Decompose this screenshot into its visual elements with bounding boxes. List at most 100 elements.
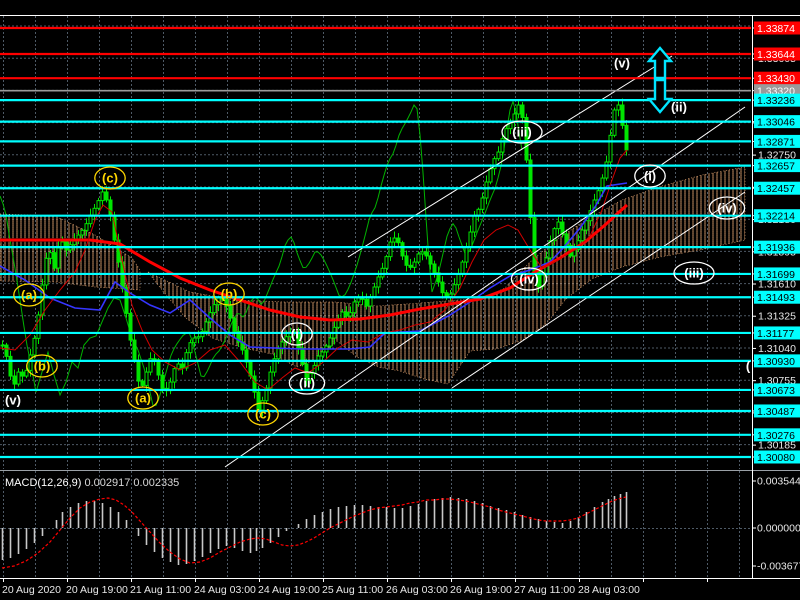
- price-level-badge[interactable]: [754, 326, 800, 340]
- time-label: 24 Aug 03:00: [194, 584, 256, 596]
- price-level-label[interactable]: 1.30673: [757, 385, 795, 397]
- candle-body: [224, 298, 229, 307]
- wave-label[interactable]: (b): [221, 287, 238, 302]
- chikou-span-line: [0, 99, 523, 407]
- candle-body: [556, 221, 561, 230]
- wave-label[interactable]: (ii): [671, 100, 687, 115]
- candle-body: [4, 344, 9, 357]
- price-level-label[interactable]: 1.33430: [757, 73, 795, 85]
- candle-body: [432, 263, 437, 274]
- price-level-badge[interactable]: [754, 47, 800, 61]
- candle-body: [532, 217, 537, 272]
- candle-body: [192, 337, 197, 344]
- candle-body: [104, 191, 109, 201]
- candle-body: [196, 336, 201, 339]
- candle-body: [320, 351, 325, 357]
- candle-body: [460, 261, 465, 275]
- trendline[interactable]: [347, 55, 673, 258]
- price-grid-label: 1.31325: [758, 311, 796, 323]
- signal-arrows: [646, 46, 674, 114]
- candle-body: [212, 304, 217, 314]
- price-level-label[interactable]: 1.30930: [757, 356, 795, 368]
- price-level-label[interactable]: 1.33644: [757, 49, 795, 61]
- chikou-polyline: [0, 99, 523, 407]
- candle-body: [492, 158, 497, 170]
- price-level-badge[interactable]: [754, 428, 800, 442]
- price-level-label[interactable]: 1.31177: [757, 328, 794, 340]
- price-level-badge[interactable]: [754, 115, 800, 129]
- price-level-badge[interactable]: [754, 267, 800, 281]
- time-label: 20 Aug 19:00: [66, 584, 128, 596]
- wave-label[interactable]: (c): [255, 407, 271, 422]
- price-level-label[interactable]: 1.31936: [757, 242, 795, 254]
- price-level-badge[interactable]: [754, 450, 800, 464]
- time-label: 26 Aug 03:00: [386, 584, 448, 596]
- wave-label[interactable]: (ii): [299, 376, 315, 391]
- wave-label[interactable]: (iii): [512, 125, 532, 140]
- wave-label[interactable]: (b): [34, 359, 51, 374]
- wave-label-ellipse: [127, 386, 159, 410]
- wave-label[interactable]: (i): [644, 169, 656, 184]
- price-level-label[interactable]: 1.30080: [757, 452, 795, 464]
- wave-label[interactable]: (a): [135, 391, 151, 406]
- price-level-label[interactable]: 1.32457: [757, 183, 795, 195]
- wave-label-ellipse: [13, 283, 45, 307]
- price-level-badge[interactable]: [754, 159, 800, 173]
- price-level-badge[interactable]: [754, 404, 800, 418]
- price-level-badge[interactable]: [754, 240, 800, 254]
- wave-label[interactable]: (v): [614, 56, 630, 71]
- price-level-label[interactable]: 1.32871: [757, 136, 795, 148]
- price-level-badge[interactable]: [754, 383, 800, 397]
- wave-label[interactable]: (a): [21, 288, 37, 303]
- candle-body: [472, 215, 477, 233]
- time-label: 24 Aug 19:00: [258, 584, 320, 596]
- candle-body: [440, 281, 445, 294]
- trendline[interactable]: [451, 191, 746, 389]
- candle-body: [272, 358, 277, 373]
- price-level-badge[interactable]: [754, 93, 800, 107]
- wave-label[interactable]: (: [746, 359, 751, 374]
- candle-body: [236, 330, 241, 343]
- wave-label[interactable]: (iv): [717, 201, 737, 216]
- candle-body: [456, 273, 461, 286]
- price-level-label[interactable]: 1.31699: [757, 269, 795, 281]
- price-axis[interactable]: 1.336051.330351.327501.324651.321801.318…: [752, 21, 800, 573]
- price-level-label[interactable]: 1.32657: [757, 161, 795, 173]
- price-level-badge[interactable]: [754, 181, 800, 195]
- price-level-label[interactable]: 1.33874: [757, 23, 795, 35]
- wave-label[interactable]: (iv): [519, 272, 539, 287]
- wave-label[interactable]: (iii): [684, 266, 704, 281]
- main-pane: (v) (a) (b) (c) (a) (b) (c) (i) (ii) (iii) (iv) (v)…: [0, 26, 751, 468]
- candle-body: [0, 344, 5, 347]
- price-level-badge[interactable]: [754, 290, 800, 304]
- candle-body: [604, 161, 609, 179]
- time-label: 21 Aug 11:00: [130, 584, 191, 596]
- price-level-label[interactable]: 1.30487: [757, 406, 795, 418]
- down-arrow-icon[interactable]: [646, 78, 674, 114]
- time-axis[interactable]: 20 Aug 2020 20 Aug 19:00 21 Aug 11:00 24 Au…: [2, 578, 708, 596]
- up-arrow-icon[interactable]: [646, 46, 674, 80]
- slow-ma-line: [0, 203, 628, 322]
- macd-indicator-label: MACD(12,26,9) 0.002917 0.002335: [5, 477, 179, 489]
- candle-body: [84, 223, 89, 231]
- candle-body: [420, 251, 425, 255]
- price-level-badge[interactable]: [754, 209, 800, 223]
- macd-signal-line: [1, 496, 627, 569]
- price-level-badge[interactable]: [754, 21, 800, 35]
- candle-body: [32, 337, 37, 356]
- price-level-label[interactable]: 1.31493: [757, 292, 795, 304]
- price-level-label[interactable]: 1.33236: [757, 95, 795, 107]
- price-level-label[interactable]: 1.33046: [757, 117, 795, 129]
- price-level-label[interactable]: 1.30276: [757, 430, 795, 442]
- candle-body: [204, 321, 209, 332]
- price-level-badge[interactable]: [754, 354, 800, 368]
- candle-body: [28, 354, 33, 371]
- price-level-label[interactable]: 1.32214: [757, 211, 795, 223]
- price-level-badge[interactable]: [754, 71, 800, 85]
- wave-label[interactable]: (i): [291, 327, 303, 342]
- price-level-badge[interactable]: [754, 134, 800, 148]
- candle-body: [548, 240, 553, 259]
- wave-label[interactable]: (v): [5, 393, 21, 408]
- wave-label[interactable]: (c): [102, 171, 118, 186]
